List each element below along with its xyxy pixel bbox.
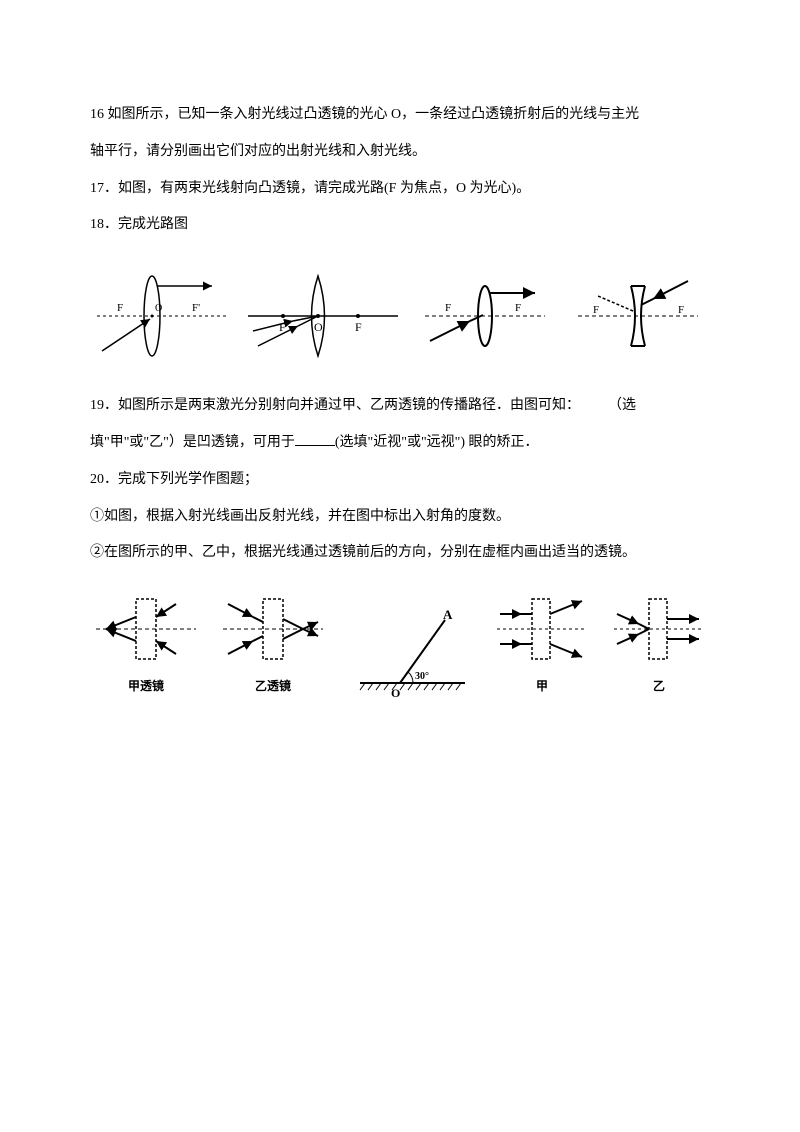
label-F2: F' <box>192 302 200 314</box>
q19-line2: 填"甲"或"乙"）是凹透镜，可用于(选填"近视"或"远视") 眼的矫正． <box>90 428 710 459</box>
q19-line: 19．如图所示是两束激光分别射向并通过甲、乙两透镜的传播路径．由图可知： （选 <box>90 391 710 422</box>
q16-line1: 16 如图所示，已知一条入射光线过凸透镜的光心 O，一条经过凸透镜折射后的光线与… <box>90 100 710 131</box>
diagram-4: F F <box>567 271 710 351</box>
diagram-2: F O F <box>243 261 403 361</box>
diagrams-row-1: F F' O F O F <box>90 261 710 361</box>
label-yi: 乙 <box>653 673 665 699</box>
diagram-yi-lens: 乙透镜 <box>218 589 328 699</box>
label-F-2: F <box>279 320 286 334</box>
label-F-3b: F <box>515 302 521 314</box>
q20-sub2: ②在图所示的甲、乙中，根据光线通过透镜前后的方向，分别在虚框内画出适当的透镜。 <box>90 538 710 569</box>
q17-text: 17．如图，有两束光线射向凸透镜，请完成光路(F 为焦点，O 为光心)。 <box>90 174 710 205</box>
label-yi-lens: 乙透镜 <box>255 673 291 699</box>
diagram-jia-lens: 甲透镜 <box>91 589 201 699</box>
label-F-4: F <box>593 304 599 316</box>
q16-line2: 轴平行，请分别画出它们对应的出射光线和入射光线。 <box>90 137 710 168</box>
label-angle: 30° <box>415 671 429 682</box>
label-jia-lens: 甲透镜 <box>128 673 164 699</box>
label-O-refl: O <box>391 686 400 700</box>
q18-text: 18．完成光路图 <box>90 210 710 241</box>
label-F-3: F <box>445 302 451 314</box>
label-O-2: O <box>314 320 323 334</box>
label-F: F <box>117 302 123 314</box>
diagram-1: F F' O <box>90 261 233 361</box>
label-F-4b: F <box>678 304 684 316</box>
q20-sub1: ①如图，根据入射光线画出反射光线，并在图中标出入射角的度数。 <box>90 502 710 533</box>
diagram-yi: 乙 <box>609 589 709 699</box>
diagram-reflection: A 30° O <box>345 605 475 700</box>
diagram-jia: 甲 <box>492 589 592 699</box>
label-A: A <box>443 607 453 622</box>
diagram-3: F F <box>413 271 556 351</box>
label-F-2b: F <box>355 320 362 334</box>
label-jia: 甲 <box>536 673 548 699</box>
label-O: O <box>155 303 162 314</box>
diagrams-row-2: 甲透镜 乙透镜 <box>90 589 710 699</box>
q20-text: 20．完成下列光学作图题； <box>90 465 710 496</box>
